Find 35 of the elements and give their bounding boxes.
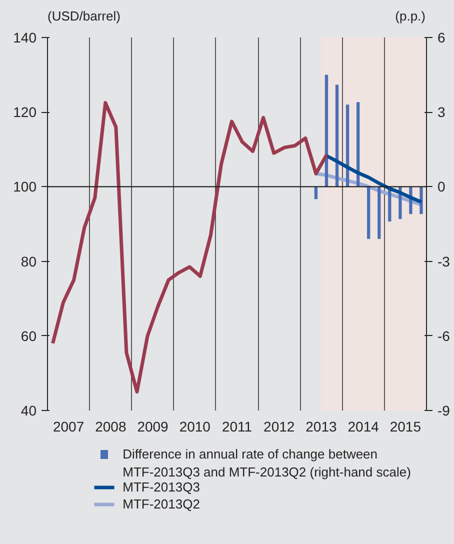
y2-axis-title: (p.p.) (395, 8, 426, 24)
bar (335, 84, 339, 187)
x-tick-label: 2009 (137, 418, 169, 434)
y-tick-label: 120 (13, 104, 37, 120)
y-tick-label: 80 (20, 253, 37, 270)
y2-tick-label: -9 (438, 402, 450, 418)
line-series (324, 154, 423, 204)
legend-label: Difference in annual rate of change between MTF-2013Q3 and MTF-2013Q2 (right-hand scale) (122, 446, 411, 480)
y2-tick-label: -3 (438, 253, 450, 270)
line-series (51, 101, 328, 394)
x-tick-label: 2007 (52, 418, 84, 434)
x-tick-label: 2015 (390, 418, 422, 434)
y2-tick-label: 6 (438, 30, 446, 46)
x-tick-label: 2014 (348, 418, 380, 434)
x-tick-label: 2013 (306, 418, 338, 434)
y-tick-label: 140 (13, 30, 37, 46)
bar (367, 186, 370, 239)
x-tick-label: 2010 (179, 418, 211, 434)
legend-label: MTF-2013Q2 (122, 496, 200, 512)
x-tick-label: 2012 (264, 418, 295, 434)
y-tick-label: 60 (20, 328, 37, 344)
y2-tick-label: 3 (438, 104, 446, 120)
bar (420, 186, 423, 214)
y2-tick-label: -6 (438, 328, 450, 344)
x-tick-label: 2008 (95, 418, 126, 434)
bar (356, 102, 360, 187)
bar (346, 104, 350, 187)
y2-tick-label: 0 (438, 178, 446, 195)
bar (378, 186, 381, 239)
bar (324, 74, 328, 187)
y-tick-label: 100 (13, 178, 37, 195)
legend-label: MTF-2013Q3 (122, 480, 200, 494)
x-tick-label: 2011 (222, 418, 252, 434)
y-tick-label: 40 (20, 402, 37, 418)
y-axis-title: (USD/barrel) (48, 8, 120, 24)
